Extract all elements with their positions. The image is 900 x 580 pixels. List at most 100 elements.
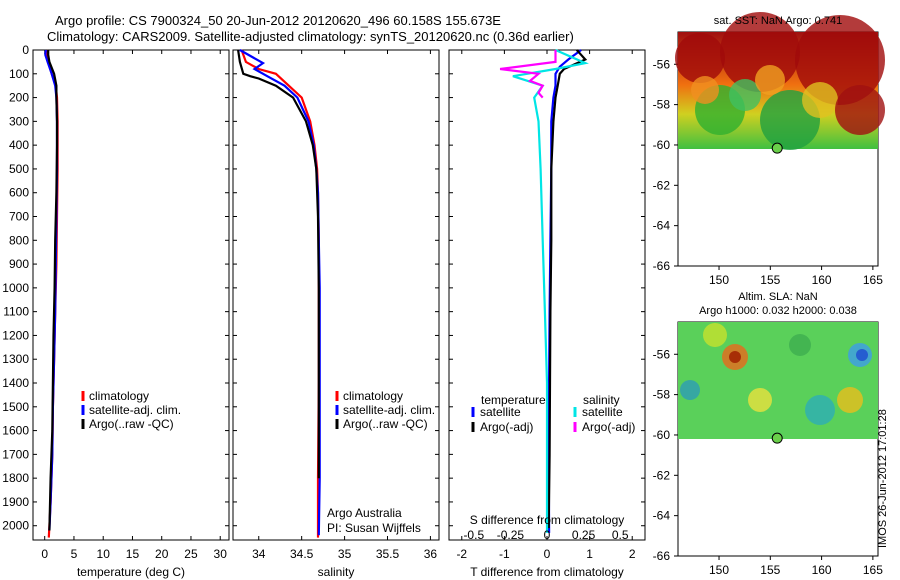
temperature-xtick-label: 30 [214, 547, 228, 561]
difference-xtick-label: -1 [499, 547, 510, 561]
salinity-axes-frame [232, 49, 440, 541]
difference-xtick-label: 0 [544, 547, 551, 561]
diff-legend-label: satellite [582, 405, 623, 419]
sst-field-patch [835, 85, 885, 135]
depth-tick-label: 2000 [2, 519, 29, 533]
temperature-legend-label: satellite-adj. clim. [89, 403, 181, 417]
sla-field-patch [729, 351, 741, 363]
diff-legend-group-salinity: salinity [583, 393, 620, 407]
temperature-xtick-label: 20 [155, 547, 169, 561]
temperature-xtick-label: 15 [126, 547, 140, 561]
sst-map-field [675, 12, 885, 150]
diff-x2tick-label: 0 [544, 528, 551, 542]
depth-tick-label: 1600 [2, 424, 29, 438]
diff-x2label: S difference from climatology [470, 513, 625, 527]
temperature-legend-label: Argo(..raw -QC) [89, 417, 174, 431]
sla-field-patch [805, 395, 835, 425]
sla-map-ytick-label: -64 [653, 509, 671, 523]
diff-legend-label: Argo(-adj) [582, 420, 635, 434]
sst-field-patch [729, 79, 761, 111]
temperature-axes-frame [32, 49, 230, 541]
salinity-xtick-label: 35 [338, 547, 352, 561]
depth-tick-label: 1200 [2, 328, 29, 342]
sla-field-patch [837, 387, 863, 413]
depth-tick-label: 400 [9, 138, 29, 152]
depth-tick-label: 900 [9, 257, 29, 271]
depth-tick-label: 1500 [2, 400, 29, 414]
sla-map-ytick-label: -56 [653, 347, 671, 361]
sst-map-ytick-label: -56 [653, 57, 671, 71]
sla-map-xtick-label: 165 [863, 563, 883, 577]
sst-map-ytick-label: -58 [653, 98, 671, 112]
depth-tick-label: 1000 [2, 281, 29, 295]
temperature-xtick-label: 10 [97, 547, 111, 561]
depth-tick-label: 1700 [2, 447, 29, 461]
depth-tick-label: 800 [9, 233, 29, 247]
depth-tick-label: 1100 [3, 305, 29, 319]
sla-field-patch [789, 334, 811, 356]
salinity-xtick-label: 34 [252, 547, 266, 561]
salinity-xlabel: salinity [318, 565, 355, 579]
salinity-legend-label: satellite-adj. clim. [343, 403, 435, 417]
sst-map-xtick-label: 150 [709, 273, 729, 287]
depth-tick-label: 300 [9, 114, 29, 128]
depth-tick-label: 1400 [2, 376, 29, 390]
sst-map-xtick-label: 160 [812, 273, 832, 287]
sla-map-xtick-label: 160 [812, 563, 832, 577]
sst-map-argo-marker [771, 142, 783, 154]
diff-x2tick-label: 0.25 [572, 528, 596, 542]
salinity-annotation: Argo Australia [327, 506, 402, 520]
sla-field-patch [703, 323, 727, 347]
sla-field-patch [748, 388, 772, 412]
depth-tick-label: 500 [9, 162, 29, 176]
side-timestamp-label: IMOS 26-Jun-2012 17:01:28 [877, 409, 889, 548]
sla-map-ytick-label: -62 [653, 468, 671, 482]
diff-legend-label: Argo(-adj) [480, 420, 533, 434]
difference-series-2 [512, 48, 589, 533]
difference-xtick-label: 1 [586, 547, 593, 561]
temperature-legend-label: climatology [89, 389, 149, 403]
sst-field-patch [691, 76, 719, 104]
difference-xtick-label: 2 [629, 547, 636, 561]
sla-map-xtick-label: 150 [709, 563, 729, 577]
sst-map-xtick-label: 155 [760, 273, 780, 287]
salinity-xtick-label: 36 [424, 547, 438, 561]
diff-x2tick-label: 0.5 [612, 528, 629, 542]
difference-xlabel: T difference from climatology [470, 565, 624, 579]
diff-legend-label: satellite [480, 405, 521, 419]
temperature-xtick-label: 5 [71, 547, 78, 561]
depth-tick-label: 700 [9, 210, 29, 224]
salinity-legend-label: Argo(..raw -QC) [343, 417, 428, 431]
header-line-2: Climatology: CARS2009. Satellite-adjuste… [47, 29, 574, 44]
sst-map-title: sat. SST: NaN Argo: 0.741 [714, 15, 842, 27]
salinity-legend-label: climatology [343, 389, 403, 403]
depth-tick-label: 0 [22, 43, 29, 57]
salinity-annotation: PI: Susan Wijffels [327, 521, 421, 535]
diff-x2tick-label: -0.25 [497, 528, 525, 542]
temperature-series-2 [47, 50, 59, 531]
diff-x2tick-label: -0.5 [463, 528, 484, 542]
temperature-xtick-label: 0 [41, 547, 48, 561]
salinity-xtick-label: 34.5 [290, 547, 314, 561]
sst-field-patch [755, 65, 785, 95]
depth-tick-label: 1300 [2, 352, 29, 366]
diff-legend-group-temperature: temperature [481, 393, 546, 407]
depth-tick-label: 200 [9, 91, 29, 105]
sst-map-ytick-label: -64 [653, 219, 671, 233]
depth-tick-label: 1800 [2, 471, 29, 485]
difference-series-1 [547, 49, 588, 529]
sla-map-ytick-label: -66 [653, 549, 671, 563]
sla-map-subtitle: Argo h1000: 0.032 h2000: 0.038 [699, 305, 857, 317]
sst-map-ytick-label: -66 [653, 259, 671, 273]
salinity-series-2 [237, 49, 320, 479]
depth-tick-label: 1900 [2, 495, 29, 509]
sla-map-ytick-label: -60 [653, 428, 671, 442]
depth-tick-label: 100 [9, 67, 29, 81]
salinity-xtick-label: 35.5 [376, 547, 400, 561]
difference-xtick-label: -2 [456, 547, 467, 561]
difference-series-3 [499, 50, 557, 99]
salinity-series-1 [239, 49, 321, 536]
header-line-1: Argo profile: CS 7900324_50 20-Jun-2012 … [55, 13, 501, 28]
sla-field-patch [856, 349, 868, 361]
